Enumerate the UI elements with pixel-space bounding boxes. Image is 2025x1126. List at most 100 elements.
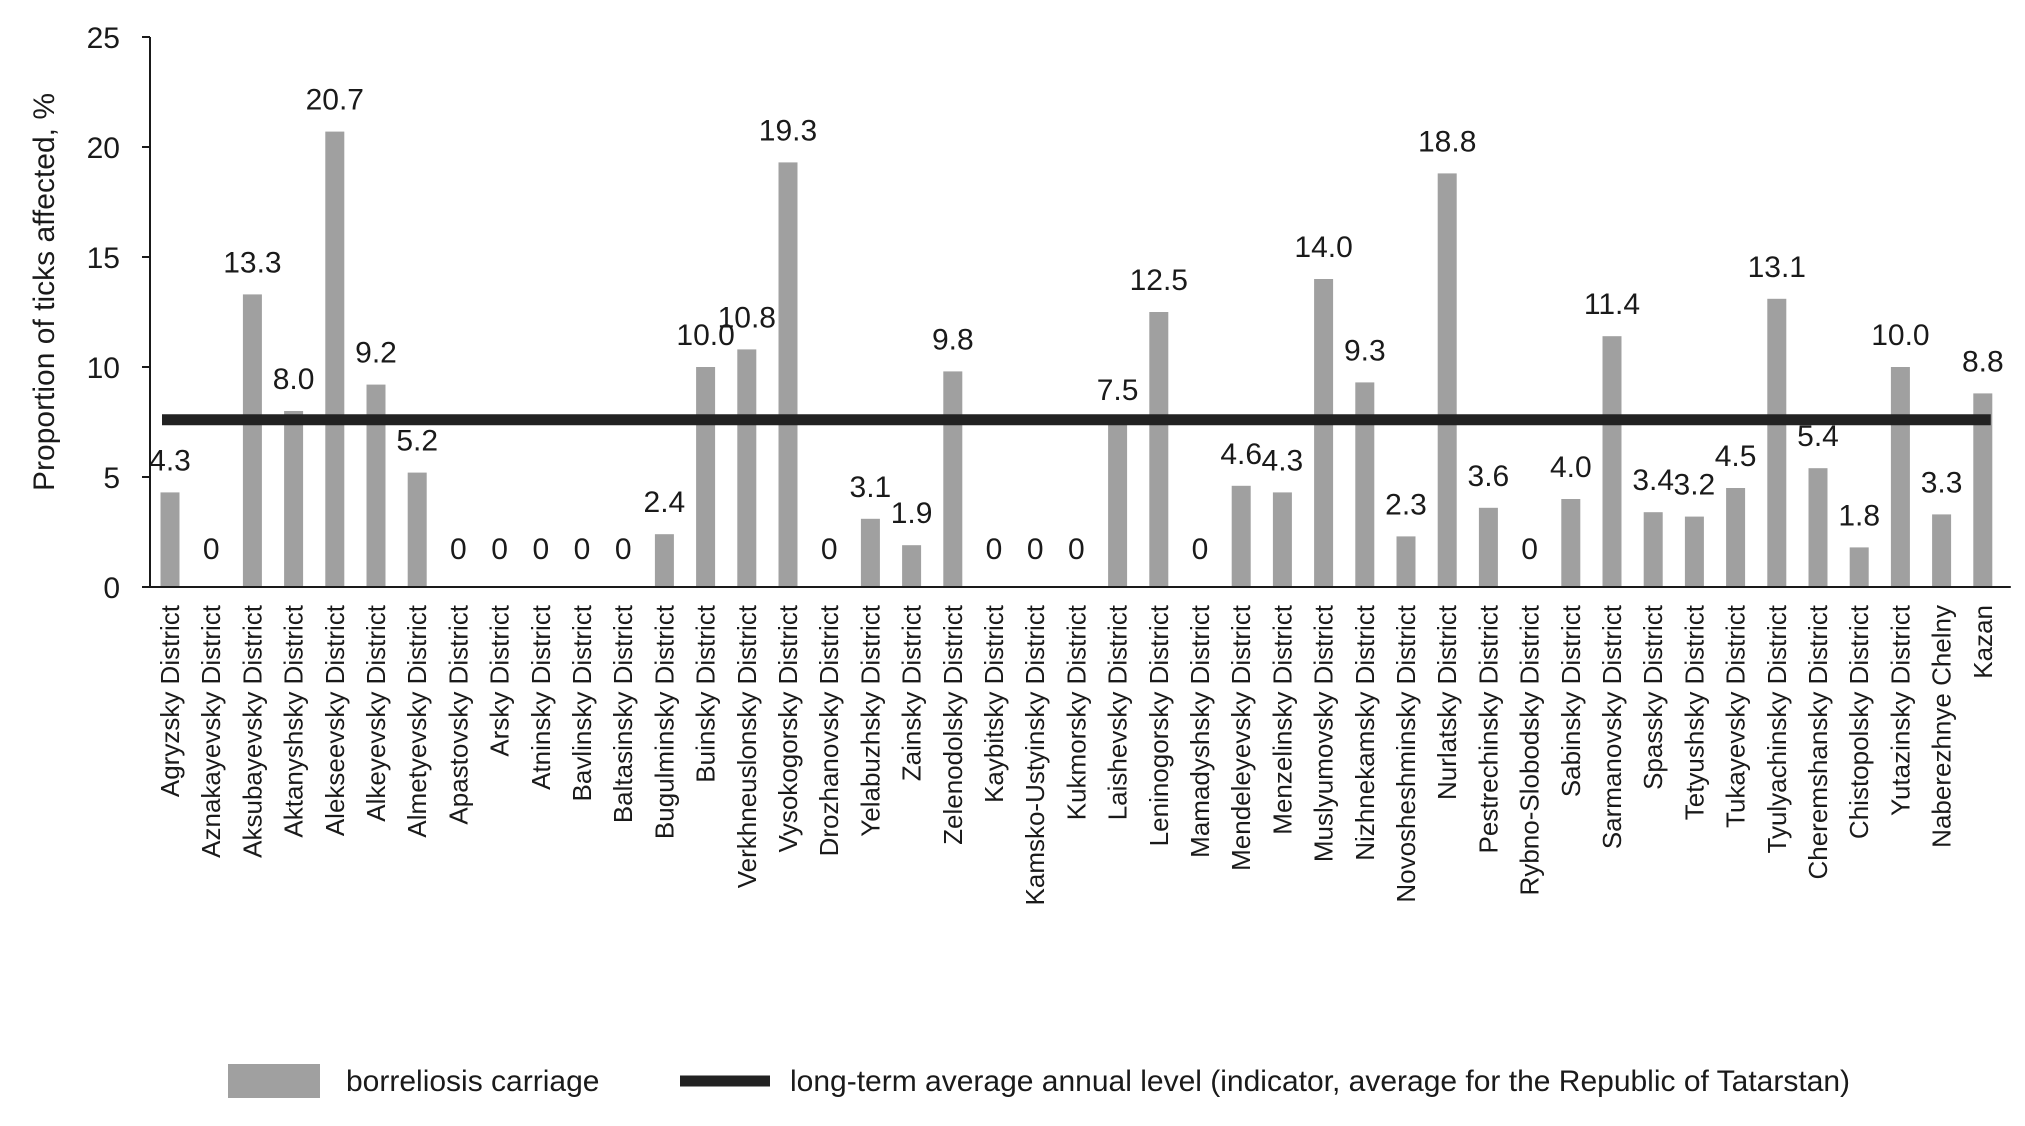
x-tick-label: Leninogorsky District — [1144, 604, 1174, 846]
data-label: 0 — [615, 533, 632, 566]
bar — [1108, 422, 1128, 587]
bar — [1437, 173, 1457, 587]
bar — [1314, 279, 1334, 587]
y-tick-label: 10 — [87, 352, 120, 385]
data-label: 5.2 — [396, 425, 438, 458]
bar — [860, 518, 880, 587]
x-tick-label: Tyulyachinsky District — [1762, 604, 1792, 853]
bar — [654, 534, 674, 587]
x-tick-label: Rybno-Slobodsky District — [1515, 604, 1545, 895]
x-tick-label: Aksubayevsky District — [237, 604, 267, 858]
legend-label-line: long-term average annual level (indicato… — [790, 1065, 1850, 1098]
data-label: 8.0 — [273, 363, 315, 396]
bar — [1561, 499, 1581, 587]
bar — [1643, 512, 1663, 587]
data-label: 4.6 — [1220, 438, 1262, 471]
x-tick-label: Mendeleyevsky District — [1226, 604, 1256, 871]
x-tick-label: Aznakayevsky District — [196, 604, 226, 858]
x-tick-label: Drozhanovsky District — [814, 604, 844, 856]
data-label: 4.5 — [1715, 440, 1757, 473]
data-label: 3.1 — [850, 471, 892, 504]
data-label: 9.2 — [355, 337, 397, 370]
x-tick-label: Mamadyshsky District — [1185, 604, 1215, 858]
bar — [696, 367, 716, 587]
bar — [1396, 536, 1416, 587]
x-tick-label: Kazan — [1968, 605, 1998, 679]
y-tick-label: 25 — [87, 22, 120, 55]
x-tick-label: Laishevsky District — [1103, 604, 1133, 820]
bar — [1932, 514, 1952, 587]
legend: borreliosis carriage long-term average a… — [228, 1064, 1850, 1098]
data-label: 4.0 — [1550, 451, 1592, 484]
x-tick-label: Arsky District — [485, 604, 515, 756]
bar — [366, 384, 386, 587]
data-label: 4.3 — [1262, 444, 1304, 477]
x-tick-label: Chistopolsky District — [1844, 604, 1874, 839]
data-label: 0 — [1027, 533, 1044, 566]
x-tick-label: Nizhnekamsky District — [1350, 604, 1380, 860]
y-tick-label: 15 — [87, 242, 120, 275]
x-tick-label: Spassky District — [1638, 604, 1668, 790]
x-tick-label: Yelabuzhsky District — [855, 604, 885, 836]
bar — [407, 472, 427, 587]
x-tick-label: Pestrechinsky District — [1473, 604, 1503, 853]
data-label: 13.1 — [1748, 251, 1806, 284]
data-label: 0 — [203, 533, 220, 566]
bar — [1767, 298, 1787, 587]
bar — [1684, 516, 1704, 587]
bar — [1726, 488, 1746, 587]
x-tick-label: Sabinsky District — [1556, 604, 1586, 797]
data-label: 0 — [821, 533, 838, 566]
data-label: 1.8 — [1838, 499, 1880, 532]
bar — [1231, 485, 1251, 587]
bar — [778, 162, 798, 587]
data-label: 13.3 — [223, 246, 281, 279]
data-label: 0 — [532, 533, 549, 566]
data-label: 0 — [1192, 533, 1209, 566]
data-label: 3.6 — [1468, 460, 1510, 493]
data-label: 3.4 — [1632, 464, 1674, 497]
x-tick-label: Zelenodolsky District — [938, 604, 968, 845]
bar — [1272, 492, 1292, 587]
bar — [325, 131, 345, 587]
data-label: 7.5 — [1097, 374, 1139, 407]
x-tick-label: Atninsky District — [526, 604, 556, 790]
legend-swatch-bars — [228, 1064, 320, 1098]
bar — [902, 545, 922, 587]
data-label: 20.7 — [306, 84, 364, 117]
data-label: 10.0 — [676, 319, 734, 352]
bar — [1808, 468, 1828, 587]
x-axis: Agryzsky District Aznakayevsky District Ak… — [150, 586, 2011, 905]
data-label: 3.2 — [1674, 469, 1716, 502]
y-axis: 0 5 10 15 20 25 — [87, 22, 151, 605]
bar — [943, 371, 963, 587]
x-tick-label: Yutazinsky District — [1885, 604, 1915, 816]
data-label: 3.3 — [1921, 466, 1963, 499]
bar — [737, 349, 757, 587]
bar — [1849, 547, 1869, 587]
x-tick-label: Bugulminsky District — [649, 604, 679, 839]
y-tick-label: 5 — [103, 462, 120, 495]
x-tick-label: Vysokogorsky District — [773, 604, 803, 852]
data-label: 0 — [574, 533, 591, 566]
x-tick-label: Kukmorsky District — [1061, 604, 1091, 820]
x-tick-label: Agryzsky District — [155, 604, 185, 797]
x-tick-label: Alkeyevsky District — [361, 604, 391, 821]
data-label: 10.8 — [718, 301, 776, 334]
data-label: 0 — [1068, 533, 1085, 566]
data-label: 4.3 — [149, 444, 191, 477]
y-tick-label: 0 — [103, 572, 120, 605]
x-tick-label: Menzelinsky District — [1267, 604, 1297, 834]
x-tick-label: Muslyumovsky District — [1309, 604, 1339, 862]
x-tick-label: Naberezhnye Chelny — [1927, 605, 1957, 848]
data-label: 14.0 — [1294, 231, 1352, 264]
x-tick-label: Tukayevsky District — [1721, 604, 1751, 828]
data-label: 10.0 — [1871, 319, 1929, 352]
bar — [1478, 507, 1498, 587]
x-tick-label: Buinsky District — [691, 604, 721, 782]
data-label: 12.5 — [1130, 264, 1188, 297]
x-tick-label: Tetyushsky District — [1679, 604, 1709, 820]
bar — [1355, 382, 1375, 587]
bar — [1602, 336, 1622, 587]
